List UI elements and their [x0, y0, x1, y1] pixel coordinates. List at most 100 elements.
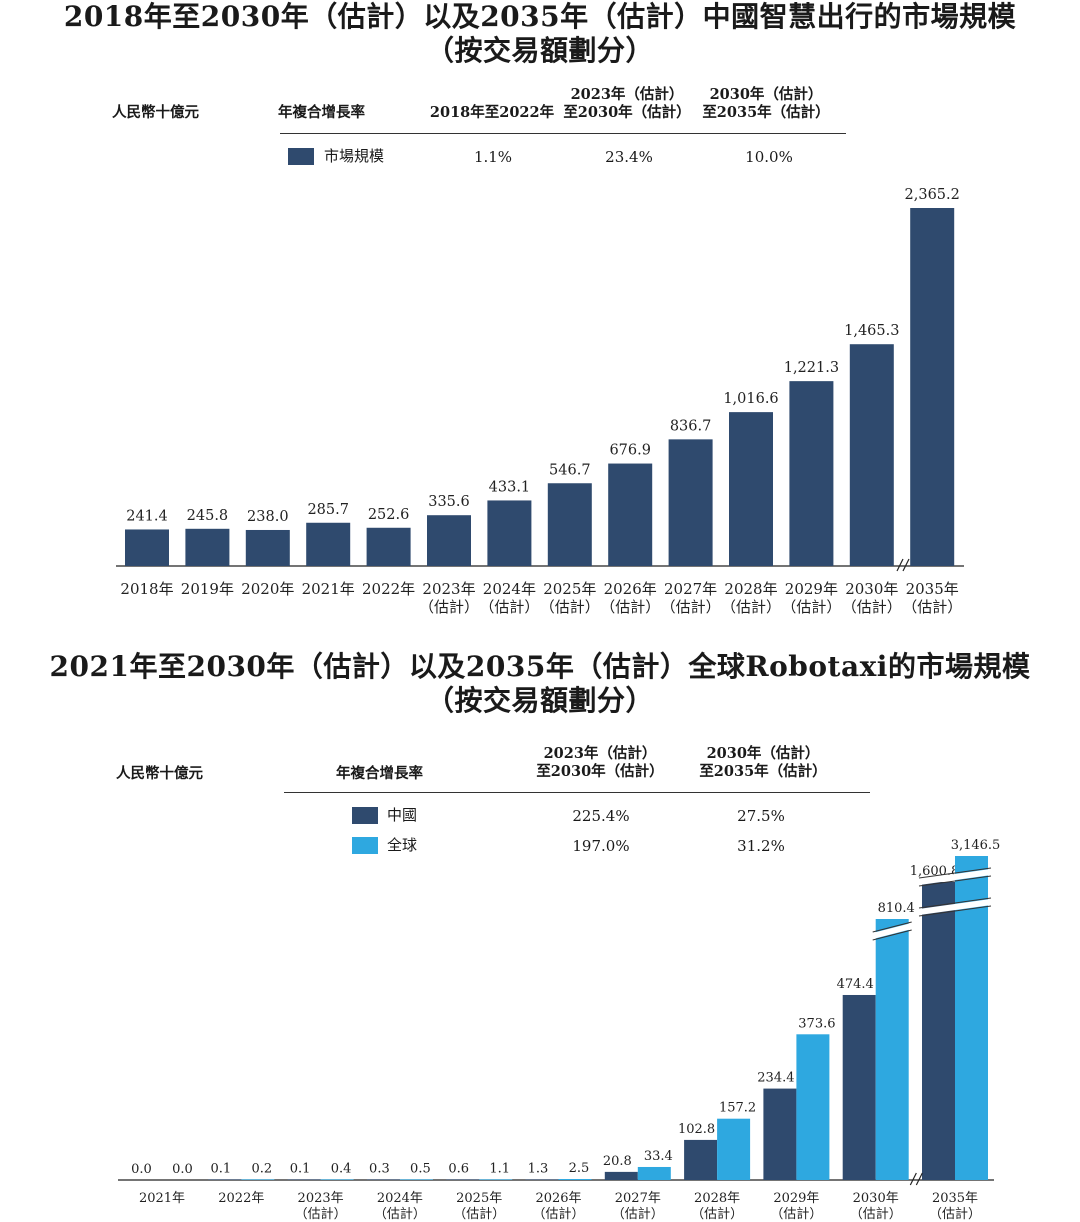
- chart1-xtick-11-0: 2029年: [785, 580, 838, 598]
- chart1-bar-label-7: 546.7: [549, 462, 591, 478]
- chart2-bar-label-global-9: 810.4: [878, 901, 915, 916]
- chart1-xtick-8-0: 2026年: [604, 580, 657, 598]
- chart2-bar-label-global-0: 0.0: [172, 1162, 193, 1177]
- chart2-bar-label-global-10: 3,146.5: [951, 838, 1001, 853]
- chart2-break-2030-global-edge1: [872, 921, 912, 933]
- chart2-bar-china-3: [366, 1179, 400, 1180]
- chart2-bar-label-china-0: 0.0: [131, 1162, 152, 1177]
- chart1-cagr-value-2: 23.4%: [605, 148, 653, 166]
- chart1-bar-9: [668, 439, 713, 566]
- chart1-bar-1: [185, 528, 230, 566]
- chart2-bar-label-global-8: 373.6: [798, 1016, 835, 1031]
- chart1-bar-8: [608, 463, 653, 566]
- chart2-global-cagr-2: 31.2%: [737, 837, 785, 855]
- chart2-break-2035-b-gap: [918, 899, 992, 915]
- chart2-xtick-1-0: 2022年: [218, 1191, 264, 1206]
- chart2-break-2035-a-gap: [918, 869, 992, 885]
- chart2-bar-label-china-6: 20.8: [603, 1154, 632, 1169]
- chart2-bar-global-5: [558, 1179, 592, 1180]
- chart1-bar-5: [427, 515, 471, 566]
- chart2-xtick-8-1: （估計）: [770, 1206, 822, 1222]
- chart2-axis-break-a: [909, 1172, 917, 1186]
- chart2-bar-china-6: [604, 1171, 638, 1180]
- chart2-bar-china-5: [525, 1179, 559, 1180]
- chart2-break-2030-global-edge2: [872, 929, 912, 941]
- chart2-bar-global-9: [875, 919, 909, 1180]
- chart2-xtick-5-0: 2026年: [535, 1191, 581, 1206]
- chart2-legend-label-global: 全球: [387, 836, 418, 854]
- chart1-xtick-9-1: （估計）: [661, 598, 721, 616]
- chart2-xtick-2-1: （估計）: [295, 1206, 347, 1222]
- chart1-xtick-13-1: （估計）: [902, 598, 962, 616]
- chart1-bar-3: [306, 522, 351, 566]
- chart1-axis-break-a: [896, 558, 904, 572]
- chart1-bar-12: [849, 344, 894, 566]
- chart2-cagr-label: 年複合增長率: [336, 765, 423, 782]
- chart1-xtick-7-1: （估計）: [540, 598, 600, 616]
- chart1-bar-label-5: 335.6: [428, 494, 470, 510]
- chart1-xtick-12-1: （估計）: [842, 598, 902, 616]
- chart2-xtick-3-0: 2024年: [377, 1191, 423, 1206]
- chart1-legend-label: 市場規模: [324, 147, 385, 165]
- chart1-xtick-5-0: 2023年: [422, 580, 475, 598]
- chart2-bar-label-china-9: 474.4: [837, 977, 874, 992]
- chart2-xtick-2-0: 2023年: [298, 1191, 344, 1206]
- chart2-legend-label-china: 中國: [387, 806, 418, 824]
- chart1-xtick-11-1: （估計）: [781, 598, 841, 616]
- chart2-xtick-9-0: 2030年: [853, 1191, 899, 1206]
- chart2-bar-global-3: [399, 1179, 433, 1180]
- chart2-period-1: 2023年（估計） 至2030年（估計）: [536, 745, 664, 780]
- chart2-bar-label-china-5: 1.3: [528, 1161, 549, 1176]
- chart2-global-cagr-1: 197.0%: [572, 837, 630, 855]
- chart2-xtick-3-1: （估計）: [374, 1206, 426, 1222]
- chart1-period-3: 2030年（估計） 至2035年（估計）: [702, 86, 830, 121]
- chart2-bar-label-china-1: 0.1: [210, 1161, 231, 1176]
- chart1-bar-7: [547, 483, 592, 566]
- chart1-bar-label-12: 1,465.3: [844, 323, 899, 339]
- chart1-xtick-12-0: 2030年: [845, 580, 898, 598]
- chart1-bar-4: [366, 527, 411, 566]
- chart1-xtick-10-1: （估計）: [721, 598, 781, 616]
- chart2-bar-label-global-2: 0.4: [331, 1161, 352, 1176]
- chart1-cagr-value-3: 10.0%: [745, 148, 793, 166]
- chart2-xtick-10-1: （估計）: [929, 1206, 981, 1222]
- chart1-bar-label-2: 238.0: [247, 509, 289, 525]
- chart2-title: 2021年至2030年（估計）以及2035年（估計）全球Robotaxi的市場規…: [49, 650, 1031, 683]
- chart2-bar-label-china-2: 0.1: [290, 1161, 311, 1176]
- chart2-break-2035-a-edge1: [918, 867, 992, 879]
- chart2-bar-label-global-3: 0.5: [410, 1161, 431, 1176]
- chart2-bar-china-10: [922, 882, 955, 1180]
- chart2-bar-china-4: [446, 1179, 480, 1180]
- chart2-bar-global-7: [717, 1118, 751, 1180]
- chart1-xtick-6-0: 2024年: [483, 580, 536, 598]
- chart1-bar-10: [729, 412, 773, 566]
- chart1-legend-swatch: [288, 148, 314, 165]
- chart1-bar-2: [245, 529, 290, 566]
- chart1-bar-6: [487, 500, 532, 566]
- chart1-xtick-5-1: （估計）: [419, 598, 479, 616]
- chart1-period-2: 2023年（估計） 至2030年（估計）: [563, 86, 691, 121]
- chart1-bar-label-13: 2,365.2: [905, 187, 960, 203]
- chart1-xtick-13-0: 2035年: [906, 580, 959, 598]
- chart2-xtick-4-1: （估計）: [453, 1206, 505, 1222]
- chart1-plot: 241.4 2018年 245.8 2019年 238.0 2020年 285.7 2021年…: [116, 187, 964, 616]
- chart1-xtick-10-0: 2028年: [724, 580, 777, 598]
- chart1-period-1: 2018年至2022年: [429, 104, 555, 121]
- chart1-unit: 人民幣十億元: [112, 104, 199, 121]
- chart2-xtick-0-0: 2021年: [139, 1191, 185, 1206]
- chart1-bar-label-10: 1,016.6: [723, 391, 778, 407]
- chart2-break-2035-a-edge2: [918, 875, 992, 887]
- chart1-subtitle: （按交易額劃分）: [425, 34, 654, 67]
- chart2-xtick-7-0: 2028年: [694, 1191, 740, 1206]
- chart2-china-cagr-1: 225.4%: [572, 807, 630, 825]
- chart2-bar-label-global-6: 33.4: [644, 1149, 673, 1164]
- chart1-bar-label-8: 676.9: [609, 443, 651, 459]
- chart2-bar-label-global-5: 2.5: [569, 1161, 590, 1176]
- chart2-break-2035-b-edge2: [918, 905, 992, 917]
- chart1-xtick-6-1: （估計）: [479, 598, 539, 616]
- chart2-bar-global-8: [796, 1034, 830, 1180]
- chart2-bar-global-1: [241, 1179, 275, 1180]
- chart1-bar-label-1: 245.8: [187, 508, 229, 524]
- chart1-xtick-1-0: 2019年: [181, 580, 234, 598]
